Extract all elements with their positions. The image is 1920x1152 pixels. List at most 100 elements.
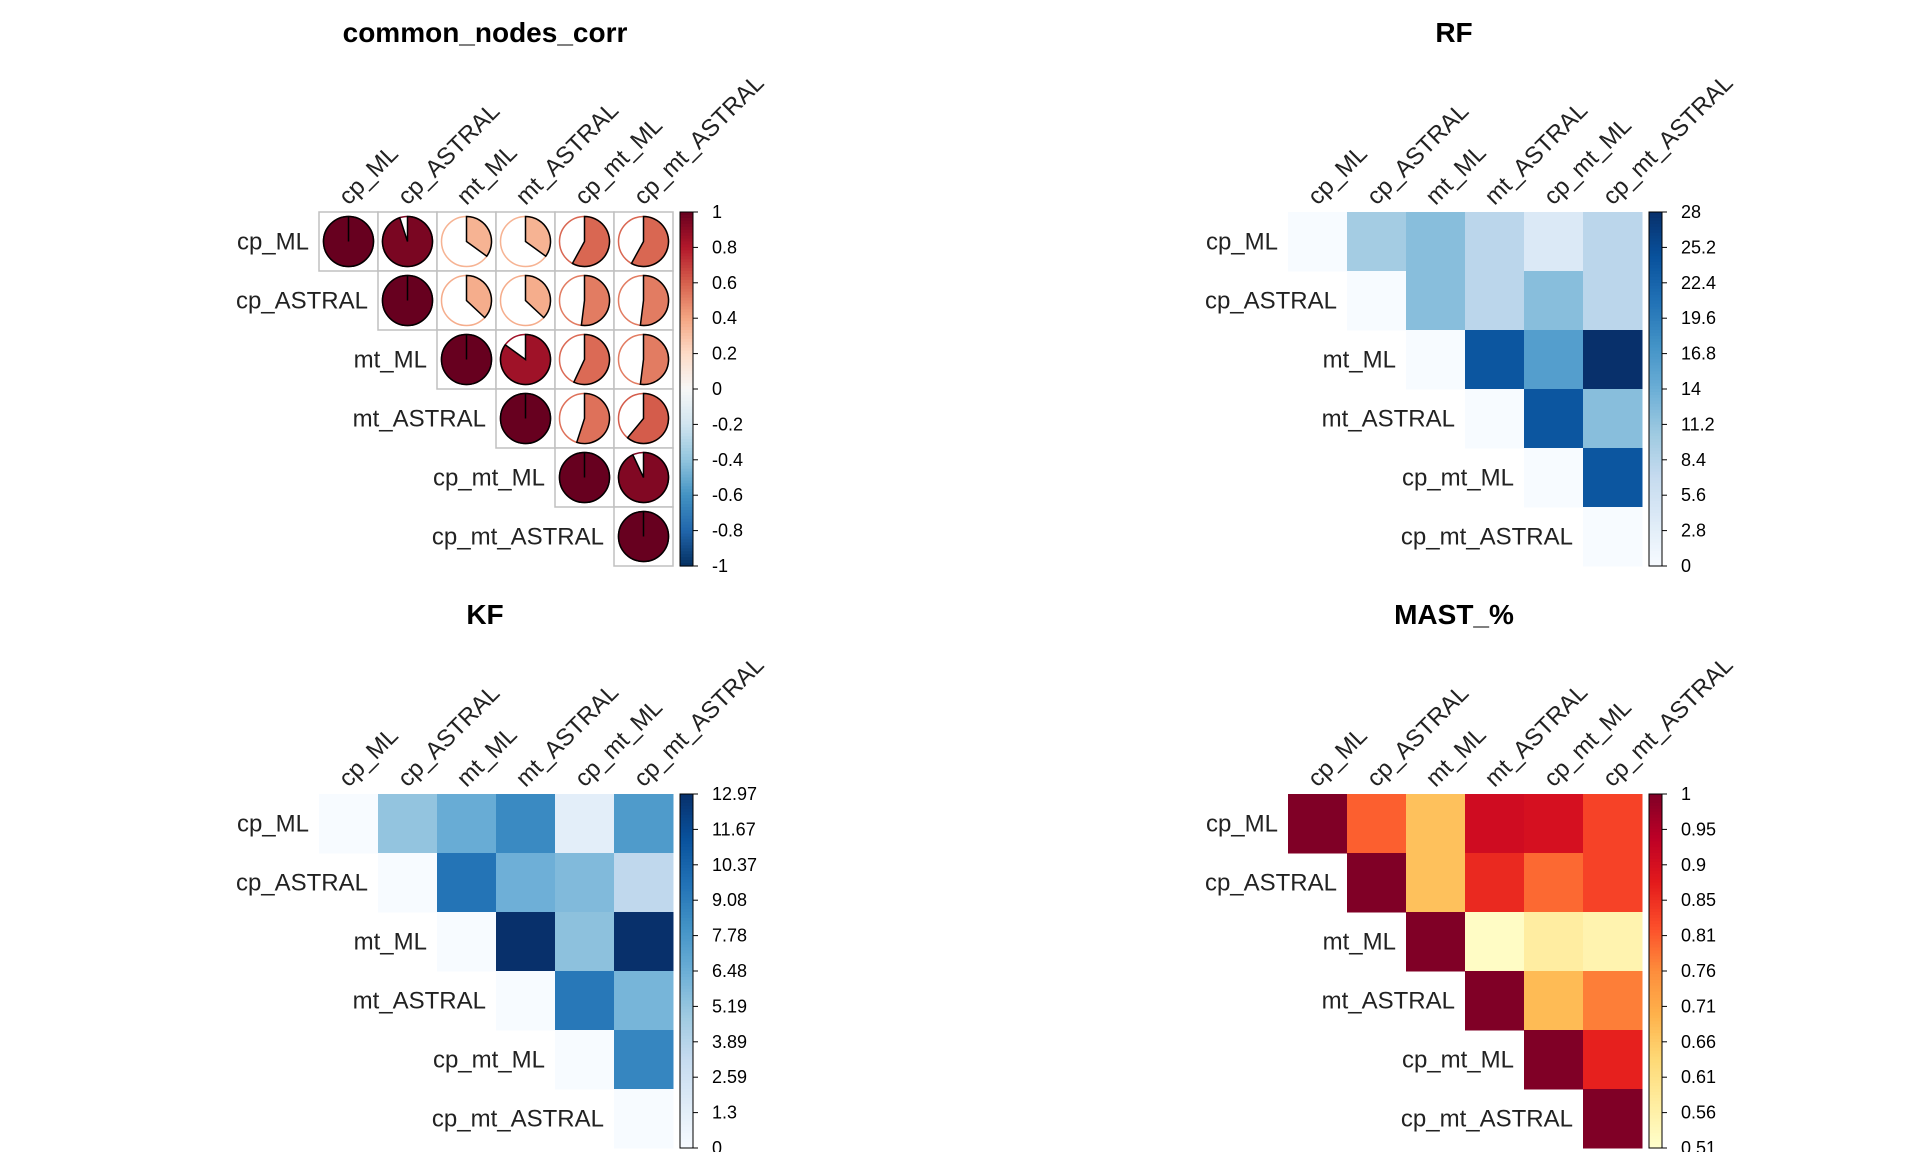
- colorbar-segment: [680, 324, 693, 328]
- colorbar-segment: [680, 498, 693, 502]
- colorbar-segment: [1649, 554, 1662, 558]
- colorbar-segment: [680, 1077, 693, 1081]
- colorbar-segment: [1649, 1139, 1662, 1143]
- column-label: cp_ML: [1303, 722, 1373, 792]
- colorbar-segment: [680, 427, 693, 431]
- colorbar-segment: [680, 1032, 693, 1037]
- colorbar-segment: [680, 212, 693, 216]
- colorbar-segment: [680, 338, 693, 343]
- column-label: cp_ML: [334, 722, 404, 792]
- colorbar-segment: [1649, 1071, 1662, 1075]
- colorbar-segment: [680, 530, 693, 535]
- colorbar-segment: [680, 953, 693, 957]
- colorbar-segment: [1649, 814, 1662, 819]
- colorbar-segment: [680, 1112, 693, 1117]
- colorbar-segment: [1649, 456, 1662, 461]
- colorbar-segment: [680, 321, 693, 325]
- colorbar-segment: [1649, 350, 1662, 355]
- colorbar-segment: [1649, 959, 1662, 963]
- colorbar-segment: [1649, 250, 1662, 254]
- colorbar-segment: [1649, 965, 1662, 969]
- colorbar-segment: [1649, 1065, 1662, 1069]
- colorbar-segment: [1649, 330, 1662, 334]
- colorbar-segment: [1649, 462, 1662, 467]
- colorbar-segment: [1649, 1130, 1662, 1134]
- heatmap-cell: [1583, 971, 1643, 1031]
- colorbar-segment: [680, 294, 693, 299]
- colorbar-segment: [680, 489, 693, 493]
- colorbar-segment: [1649, 811, 1662, 816]
- colorbar-segment: [1649, 799, 1662, 804]
- colorbar-segment: [680, 1071, 693, 1075]
- colorbar-segment: [1649, 1068, 1662, 1072]
- colorbar-segment: [680, 879, 693, 884]
- colorbar-segment: [680, 1094, 693, 1099]
- colorbar-segment: [680, 318, 693, 322]
- colorbar-segment: [680, 397, 693, 402]
- colorbar-tick-label: 0.56: [1681, 1103, 1716, 1123]
- colorbar-segment: [1649, 394, 1662, 399]
- colorbar-segment: [680, 1059, 693, 1064]
- colorbar-segment: [1649, 282, 1662, 287]
- heatmap-cell: [1524, 271, 1584, 331]
- colorbar-segment: [680, 1027, 693, 1031]
- colorbar-segment: [1649, 495, 1662, 499]
- colorbar-segment: [1649, 477, 1662, 482]
- colorbar-segment: [1649, 448, 1662, 452]
- chart-title: RF: [1435, 17, 1472, 48]
- heatmap-cell: [614, 1030, 674, 1090]
- colorbar-segment: [680, 1130, 693, 1134]
- colorbar-segment: [1649, 1003, 1662, 1007]
- colorbar-segment: [1649, 374, 1662, 378]
- pie-cell: [554, 329, 615, 390]
- colorbar-segment: [1649, 897, 1662, 901]
- colorbar-segment: [680, 914, 693, 919]
- colorbar-segment: [680, 315, 693, 319]
- colorbar-segment: [1649, 400, 1662, 405]
- row-label: cp_mt_ASTRAL: [432, 524, 604, 551]
- pie-cell: [613, 270, 674, 331]
- colorbar-segment: [1649, 285, 1662, 290]
- colorbar-segment: [1649, 900, 1662, 904]
- colorbar-segment: [680, 533, 693, 538]
- heatmap-cell: [496, 971, 556, 1031]
- colorbar-segment: [1649, 232, 1662, 237]
- colorbar-segment: [1649, 548, 1662, 552]
- colorbar-segment: [680, 430, 693, 434]
- colorbar-segment: [1649, 365, 1662, 369]
- colorbar-segment: [680, 808, 693, 813]
- colorbar-tick-label: 8.4: [1681, 450, 1706, 470]
- row-label: cp_mt_ASTRAL: [1401, 524, 1573, 551]
- colorbar-segment: [680, 1006, 693, 1010]
- heatmap-cell: [614, 912, 674, 972]
- colorbar-segment: [680, 253, 693, 257]
- heatmap-cell: [1524, 971, 1584, 1031]
- colorbar-segment: [1649, 459, 1662, 464]
- colorbar-tick-label: 19.6: [1681, 308, 1716, 328]
- colorbar-segment: [1649, 244, 1662, 248]
- colorbar-segment: [680, 244, 693, 248]
- colorbar-segment: [1649, 545, 1662, 549]
- colorbar-segment: [680, 796, 693, 801]
- colorbar-segment: [680, 424, 693, 428]
- heatmap-cell: [1583, 794, 1643, 854]
- colorbar-segment: [1649, 1080, 1662, 1084]
- colorbar-segment: [1649, 450, 1662, 455]
- colorbar-segment: [680, 971, 693, 975]
- colorbar-segment: [680, 309, 693, 313]
- colorbar-segment: [1649, 498, 1662, 502]
- colorbar-segment: [1649, 1018, 1662, 1022]
- colorbar-segment: [680, 335, 693, 340]
- colorbar-segment: [1649, 1047, 1662, 1052]
- colorbar-segment: [680, 1100, 693, 1105]
- colorbar-segment: [680, 1056, 693, 1061]
- colorbar-segment: [1649, 501, 1662, 505]
- colorbar-segment: [680, 509, 693, 514]
- colorbar-segment: [680, 909, 693, 913]
- colorbar-segment: [1649, 1050, 1662, 1055]
- colorbar-segment: [1649, 906, 1662, 910]
- colorbar-segment: [1649, 279, 1662, 284]
- colorbar-tick-label: 1: [712, 202, 722, 222]
- colorbar-segment: [1649, 817, 1662, 822]
